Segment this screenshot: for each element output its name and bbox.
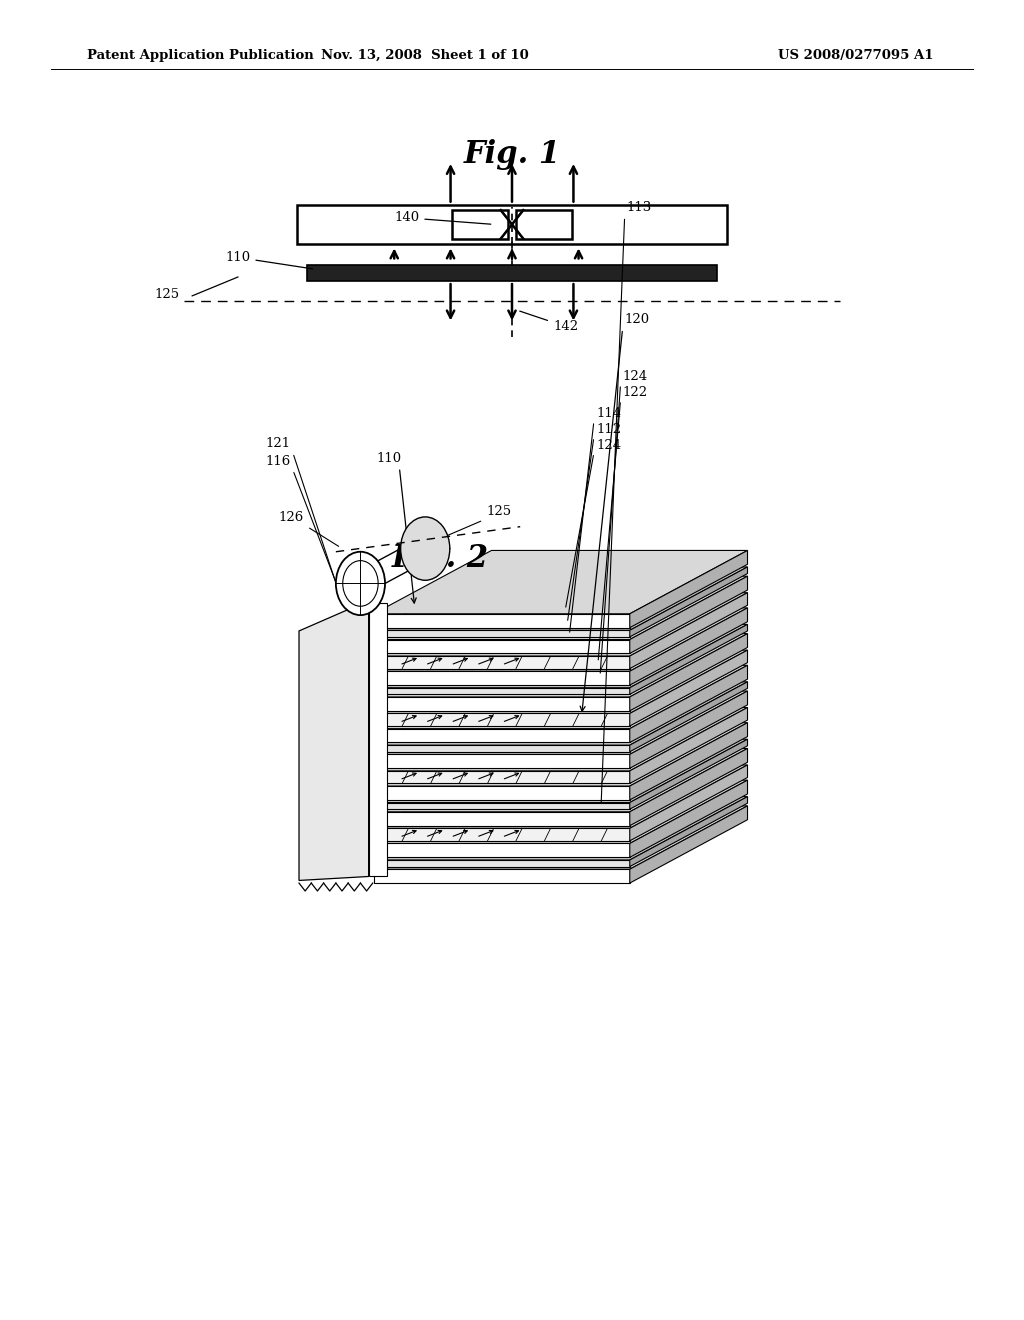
Text: Nov. 13, 2008  Sheet 1 of 10: Nov. 13, 2008 Sheet 1 of 10 xyxy=(322,49,528,62)
Polygon shape xyxy=(374,722,748,785)
Polygon shape xyxy=(374,861,630,867)
Text: US 2008/0277095 A1: US 2008/0277095 A1 xyxy=(778,49,934,62)
Text: Patent Application Publication: Patent Application Publication xyxy=(87,49,313,62)
Text: 121: 121 xyxy=(265,437,291,450)
Polygon shape xyxy=(630,649,748,726)
Polygon shape xyxy=(374,829,630,841)
Polygon shape xyxy=(374,754,630,768)
Polygon shape xyxy=(374,649,748,713)
Polygon shape xyxy=(630,566,748,636)
Polygon shape xyxy=(630,780,748,858)
Polygon shape xyxy=(374,624,748,688)
Text: 126: 126 xyxy=(279,511,304,524)
Polygon shape xyxy=(374,634,748,697)
Polygon shape xyxy=(374,656,630,668)
Polygon shape xyxy=(374,630,630,636)
Polygon shape xyxy=(374,796,748,861)
Polygon shape xyxy=(374,780,748,843)
Polygon shape xyxy=(374,766,748,829)
Text: 114: 114 xyxy=(596,407,622,420)
Circle shape xyxy=(400,517,450,581)
Text: Fig. 2: Fig. 2 xyxy=(392,543,488,574)
Circle shape xyxy=(336,552,385,615)
Polygon shape xyxy=(630,748,748,826)
Polygon shape xyxy=(630,576,748,653)
Polygon shape xyxy=(307,265,717,281)
Polygon shape xyxy=(374,708,748,771)
Polygon shape xyxy=(630,722,748,800)
Text: 116: 116 xyxy=(265,454,291,467)
Polygon shape xyxy=(374,870,630,883)
Polygon shape xyxy=(630,593,748,668)
Text: 110: 110 xyxy=(225,251,312,269)
Polygon shape xyxy=(374,744,630,751)
Polygon shape xyxy=(374,681,748,744)
Polygon shape xyxy=(374,805,748,870)
Polygon shape xyxy=(374,785,630,800)
Polygon shape xyxy=(630,708,748,783)
Polygon shape xyxy=(374,748,748,812)
Polygon shape xyxy=(630,692,748,768)
Polygon shape xyxy=(374,843,630,858)
Polygon shape xyxy=(374,697,630,710)
Polygon shape xyxy=(374,639,630,653)
Text: Fig. 1: Fig. 1 xyxy=(464,139,560,170)
Polygon shape xyxy=(630,739,748,809)
Text: 110: 110 xyxy=(377,451,402,465)
Polygon shape xyxy=(374,593,748,656)
Polygon shape xyxy=(630,766,748,841)
Polygon shape xyxy=(630,805,748,883)
Text: 125: 125 xyxy=(486,504,512,517)
Polygon shape xyxy=(369,603,387,876)
Polygon shape xyxy=(374,713,630,726)
Polygon shape xyxy=(374,688,630,694)
Polygon shape xyxy=(374,665,748,729)
Text: 125: 125 xyxy=(154,288,179,301)
Polygon shape xyxy=(374,614,630,627)
Text: 122: 122 xyxy=(623,385,648,399)
Text: 113: 113 xyxy=(627,201,652,214)
Polygon shape xyxy=(452,210,508,239)
Polygon shape xyxy=(374,671,630,685)
Polygon shape xyxy=(374,729,630,742)
Polygon shape xyxy=(374,771,630,783)
Polygon shape xyxy=(374,566,748,630)
Polygon shape xyxy=(516,210,572,239)
Text: 124: 124 xyxy=(623,370,648,383)
Polygon shape xyxy=(630,681,748,751)
Polygon shape xyxy=(299,601,369,880)
Polygon shape xyxy=(374,607,748,671)
Polygon shape xyxy=(630,634,748,710)
Polygon shape xyxy=(374,803,630,809)
Polygon shape xyxy=(374,550,748,614)
Polygon shape xyxy=(374,576,748,639)
Polygon shape xyxy=(374,739,748,803)
Polygon shape xyxy=(630,607,748,685)
Text: 142: 142 xyxy=(520,312,579,333)
Polygon shape xyxy=(630,796,748,867)
Text: 124: 124 xyxy=(596,438,622,451)
Polygon shape xyxy=(374,812,630,826)
Polygon shape xyxy=(630,665,748,742)
Text: 140: 140 xyxy=(394,211,490,224)
Polygon shape xyxy=(374,692,748,754)
Polygon shape xyxy=(630,624,748,694)
Polygon shape xyxy=(630,550,748,627)
Text: 120: 120 xyxy=(625,313,650,326)
Text: 112: 112 xyxy=(596,422,622,436)
